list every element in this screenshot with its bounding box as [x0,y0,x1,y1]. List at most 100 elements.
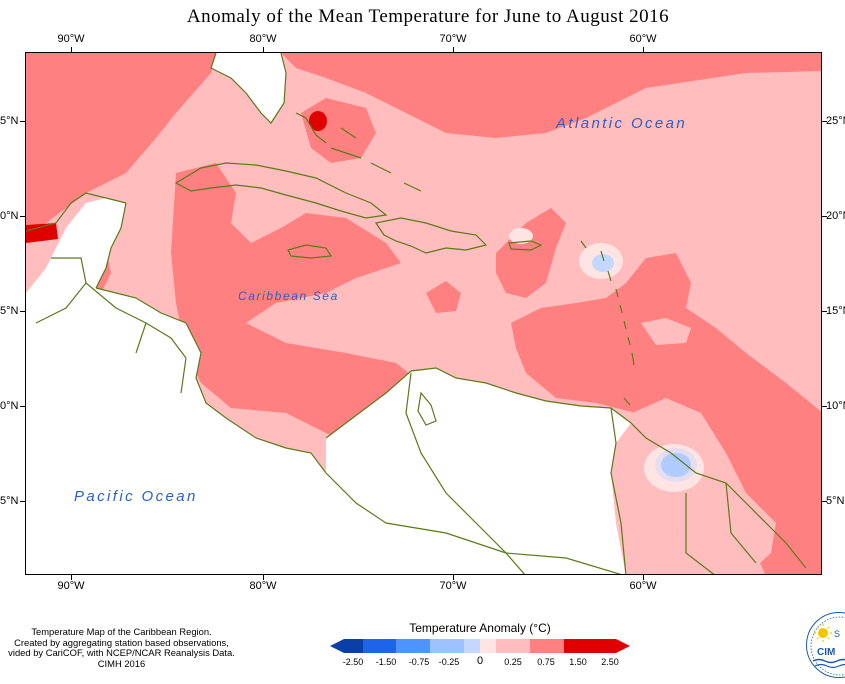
tick-mark [453,575,454,580]
anomaly-zone-gulf-west [26,53,216,231]
tick-mark [20,121,25,122]
ocean-label-pacific: Pacific Ocean [74,488,198,505]
map-panel [25,52,822,575]
coast-bahamas [295,112,422,192]
tick-mark [263,47,264,52]
legend-title: Temperature Anomaly (°C) [409,621,551,635]
coast-yucatan [95,202,127,289]
border-colombia-south [325,472,622,574]
map-title: Anomaly of the Mean Temperature for June… [186,6,670,27]
logo-partial-letter: S [834,629,840,639]
legend-tick: 1.50 [569,657,587,667]
tick-mark [822,501,827,502]
lat-tick-left-20n: 0°N [0,210,19,222]
sun-rays [814,624,832,642]
lon-tick-bottom-60w: 60°W [629,580,657,592]
coast-lesser-antilles [580,240,635,406]
tick-mark [643,47,644,52]
sun-icon [818,628,828,638]
anomaly-zone-hot-bahamas [309,111,327,131]
lon-tick-top-70w: 70°W [439,33,467,45]
lon-tick-bottom-70w: 70°W [439,580,467,592]
legend-swatch [530,639,564,653]
source-note: Temperature Map of the Caribbean Region.… [0,626,243,669]
legend-tick: 0.25 [504,657,522,667]
tick-mark [20,216,25,217]
tick-mark [71,575,72,580]
anomaly-zone-caribbean-west [171,163,421,438]
legend-tick: -0.25 [438,657,460,667]
anomaly-map [26,53,821,574]
coastlines [26,53,807,574]
lon-tick-top-90w: 90°W [57,33,85,45]
lat-tick-left-10n: 0°N [0,400,19,412]
coast-cuba [174,162,388,219]
coast-florida [210,53,287,124]
legend-swatch [396,639,430,653]
coast-south-america-north [325,367,807,569]
lat-tick-left-25n: 5°N [0,115,19,127]
legend-tick: 2.50 [601,657,619,667]
border-central-america [85,282,187,394]
coast-puerto-rico [508,240,543,251]
tick-mark [822,406,827,407]
ocean-label-atlantic: Atlantic Ocean [556,115,688,132]
legend-swatch [564,639,630,653]
anomaly-zone-north-atlantic [281,53,821,138]
legend-swatch [430,639,464,653]
land-florida [211,53,286,123]
anomaly-zone-hot-yucatan [26,223,58,243]
anomaly-zone-neg-antilles [592,254,614,272]
land-south-america [326,368,631,574]
anomaly-zone-pale-pr [509,228,533,244]
cimh-logo: S CIM [806,612,845,678]
anomaly-zone-inner-pink [641,318,691,345]
coast-jamaica [287,244,333,259]
legend-tick: 0.75 [537,657,555,667]
lat-tick-right-10n: 10°N [826,400,845,412]
tick-mark [453,47,454,52]
lon-tick-top-60w: 60°W [629,33,657,45]
tick-mark [71,47,72,52]
anomaly-zone-neg-guyana-ring [655,448,697,482]
border-guianas [685,482,757,574]
legend-swatch [363,639,396,653]
coast-central-america [95,287,327,474]
ocean-label-caribbean: Caribbean Sea [238,289,339,303]
tick-mark [20,406,25,407]
legend-tick: -0.75 [408,657,430,667]
legend-swatch [480,639,496,653]
legend-swatch [330,639,363,653]
anomaly-zone-puerto-rico [496,208,566,298]
lat-tick-left-5n: 5°N [0,495,19,507]
anomaly-zone-small-central [426,281,461,313]
lat-tick-right-25n: 25°N [826,115,845,127]
lat-tick-right-15n: 15°N [826,305,845,317]
source-note-line: vided by CariCOF, with NCEP/NCAR Reanaly… [8,647,235,658]
source-note-line: Created by aggregating station based obs… [14,636,229,648]
legend-swatch [496,639,530,653]
tick-mark [20,311,25,312]
lat-tick-left-15n: 5°N [0,305,19,317]
border-venezuela-guyana [610,407,627,574]
legend-colorbar [330,639,630,653]
legend-tick: -1.50 [375,657,397,667]
anomaly-zone-neg-guyana [661,453,691,477]
tick-mark [263,575,264,580]
tick-mark [822,311,827,312]
land-mexico-central-america [26,198,326,574]
lon-tick-top-80w: 80°W [249,33,277,45]
logo-text: CIM [817,647,835,658]
source-note-line: Temperature Map of the Caribbean Region. [31,626,212,637]
coast-lake-maracaibo [417,391,437,426]
coast-hispaniola [375,217,488,254]
cimh-logo-mark: S CIM [810,616,845,676]
lon-tick-bottom-80w: 80°W [249,580,277,592]
legend-tick: -2.50 [342,657,364,667]
lon-tick-bottom-90w: 90°W [57,580,85,592]
tick-mark [822,121,827,122]
legend-swatch [464,639,480,653]
coast-gulf-mexico [26,192,127,232]
lat-tick-right-20n: 20°N [826,210,845,222]
legend-tick: 0 [476,655,484,667]
